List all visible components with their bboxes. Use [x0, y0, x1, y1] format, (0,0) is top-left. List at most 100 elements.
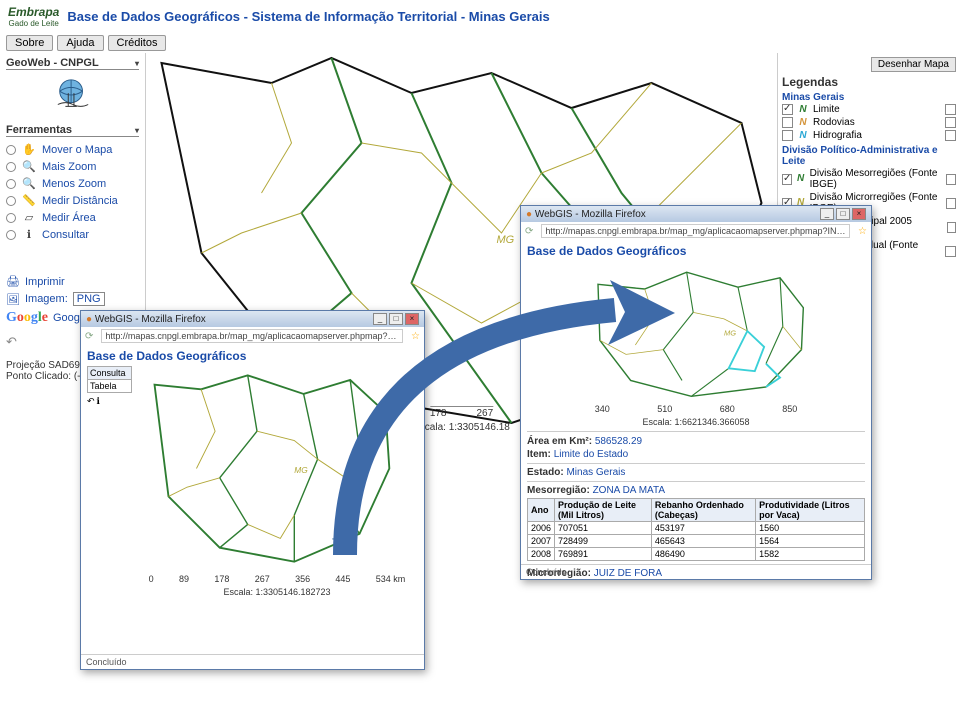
checkbox2-icon[interactable]	[945, 246, 956, 257]
popup-right-body: Base de Dados Geográficos MG 34051068085…	[521, 240, 871, 585]
hand-icon: ✋	[22, 143, 36, 156]
tab-consulta[interactable]: Consulta	[87, 366, 132, 380]
estado-row: Estado: Minas Gerais	[527, 467, 865, 478]
legend-label: Hidrografia	[813, 130, 862, 141]
checkbox-icon[interactable]	[782, 104, 793, 115]
legend-label: Divisão Mesorregiões (Fonte IBGE)	[810, 168, 943, 190]
popup-right-axis: 340510680850	[571, 404, 821, 414]
geoweb-label: GeoWeb - CNPGL	[6, 57, 99, 69]
checkbox2-icon[interactable]	[946, 174, 956, 185]
legend-group-div: Divisão Político-Administrativa e Leite	[782, 145, 956, 167]
popup-right-title: WebGIS - Mozilla Firefox	[535, 209, 646, 220]
checkbox2-icon[interactable]	[945, 117, 956, 128]
tool-consultar[interactable]: ℹConsultar	[6, 226, 139, 243]
ferramentas-title: Ferramentas ▾	[6, 124, 139, 137]
popup-left-tabs: Consulta Tabela ↶ ℹ	[87, 366, 132, 597]
popup-left-status: Concluído	[81, 654, 424, 669]
popup-right-map[interactable]: MG	[571, 261, 821, 401]
app-header: Embrapa Gado de Leite Base de Dados Geog…	[0, 0, 960, 33]
tool-medir-area[interactable]: ▱Medir Área	[6, 209, 139, 226]
popup-right-scale: Escala: 1:6621346.366058	[527, 417, 865, 427]
tool-mover[interactable]: ✋Mover o Mapa	[6, 141, 139, 158]
table-row: 20077284994656431564	[528, 535, 865, 548]
back-arrow-icon[interactable]: ↶	[87, 396, 95, 407]
area-icon: ▱	[22, 211, 36, 224]
sobre-button[interactable]: Sobre	[6, 35, 53, 51]
mg-label: MG	[497, 234, 515, 246]
table-row: 20067070514531971560	[528, 522, 865, 535]
popup-left-body: Base de Dados Geográficos Consulta Tabel…	[81, 345, 424, 601]
meso-row: Mesorregião: ZONA DA MATA	[527, 485, 865, 496]
minimize-icon[interactable]: _	[820, 208, 834, 220]
collapse-icon-2[interactable]: ▾	[135, 126, 139, 135]
popup-left-url[interactable]: http://mapas.cnpgl.embrapa.br/map_mg/apl…	[101, 329, 403, 343]
page-title: Base de Dados Geográficos - Sistema de I…	[67, 9, 549, 24]
data-table: AnoProdução de Leite (Mil Litros)Rebanho…	[527, 498, 865, 561]
legend-label: Limite	[813, 104, 840, 115]
globe-icon	[54, 76, 92, 114]
collapse-icon[interactable]: ▾	[135, 59, 139, 68]
map-axis: 178 267	[430, 406, 493, 419]
zoom-in-icon: 🔍	[22, 160, 36, 173]
reload-icon[interactable]: ⟳	[525, 226, 533, 237]
popup-left-axis: 089178267356445534 km	[136, 574, 418, 584]
reload-icon[interactable]: ⟳	[85, 331, 93, 342]
popup-left-map[interactable]: MG +	[136, 366, 406, 571]
maximize-icon[interactable]: □	[836, 208, 850, 220]
legend-item[interactable]: NDivisão Mesorregiões (Fonte IBGE)	[782, 167, 956, 191]
star-icon[interactable]: ☆	[858, 226, 867, 237]
popup-right-titlebar[interactable]: ● WebGIS - Mozilla Firefox _ □ ×	[521, 206, 871, 222]
maximize-icon[interactable]: □	[389, 313, 403, 325]
legend-label: Rodovias	[813, 117, 855, 128]
checkbox2-icon[interactable]	[947, 222, 956, 233]
popup-left-scale: Escala: 1:3305146.182723	[136, 587, 418, 597]
zoom-out-icon: 🔍	[22, 177, 36, 190]
desenhar-mapa-button[interactable]: Desenhar Mapa	[871, 57, 956, 72]
swatch-icon: N	[797, 118, 809, 128]
ajuda-button[interactable]: Ajuda	[57, 35, 103, 51]
ruler-icon: 📏	[22, 194, 36, 207]
embrapa-logo: Embrapa Gado de Leite	[8, 5, 59, 28]
table-header: Produtividade (Litros por Vaca)	[756, 499, 865, 522]
imagem-row: 🖼 Imagem: PNG	[6, 290, 139, 308]
window-controls-2: _ □ ×	[820, 208, 866, 220]
table-header: Ano	[528, 499, 555, 522]
tool-menos-zoom[interactable]: 🔍Menos Zoom	[6, 175, 139, 192]
close-icon[interactable]: ×	[852, 208, 866, 220]
tool-mais-zoom[interactable]: 🔍Mais Zoom	[6, 158, 139, 175]
checkbox-icon[interactable]	[782, 174, 792, 185]
checkbox-icon[interactable]	[782, 117, 793, 128]
svg-text:MG: MG	[294, 465, 308, 475]
star-icon[interactable]: ☆	[411, 331, 420, 342]
ferramentas-label: Ferramentas	[6, 124, 72, 136]
minimize-icon[interactable]: _	[373, 313, 387, 325]
legend-item[interactable]: NLimite	[782, 103, 956, 116]
swatch-icon: N	[797, 131, 809, 141]
popup-left-title: WebGIS - Mozilla Firefox	[95, 314, 206, 325]
print-icon: 🖨	[6, 275, 20, 288]
tab-tabela[interactable]: Tabela	[87, 380, 132, 393]
tool-medir-dist[interactable]: 📏Medir Distância	[6, 192, 139, 209]
info-icon: ℹ	[22, 228, 36, 241]
image-icon: 🖼	[6, 293, 20, 306]
logo-line1: Embrapa	[8, 5, 59, 19]
window-controls: _ □ ×	[373, 313, 419, 325]
tool-list: ✋Mover o Mapa 🔍Mais Zoom 🔍Menos Zoom 📏Me…	[6, 141, 139, 243]
legend-group-mg: Minas Gerais	[782, 92, 956, 103]
info-small-icon[interactable]: ℹ	[97, 396, 100, 407]
popup-left-titlebar[interactable]: ● WebGIS - Mozilla Firefox _ □ ×	[81, 311, 424, 327]
checkbox2-icon[interactable]	[946, 198, 956, 209]
popup-right-status: Concluído	[521, 564, 871, 579]
legend-item[interactable]: N Hidrografia	[782, 129, 956, 142]
close-icon[interactable]: ×	[405, 313, 419, 325]
checkbox2-icon[interactable]	[945, 104, 956, 115]
checkbox-icon[interactable]	[782, 130, 793, 141]
popup-right-url[interactable]: http://mapas.cnpgl.embrapa.br/map_mg/apl…	[541, 224, 850, 238]
creditos-button[interactable]: Créditos	[108, 35, 167, 51]
legend-title: Legendas	[782, 75, 956, 89]
imprimir-link[interactable]: 🖨 Imprimir	[6, 273, 139, 290]
checkbox2-icon[interactable]	[945, 130, 956, 141]
legend-item[interactable]: N Rodovias	[782, 116, 956, 129]
table-header: Rebanho Ordenhado (Cabeças)	[651, 499, 755, 522]
svg-text:+: +	[332, 531, 340, 546]
